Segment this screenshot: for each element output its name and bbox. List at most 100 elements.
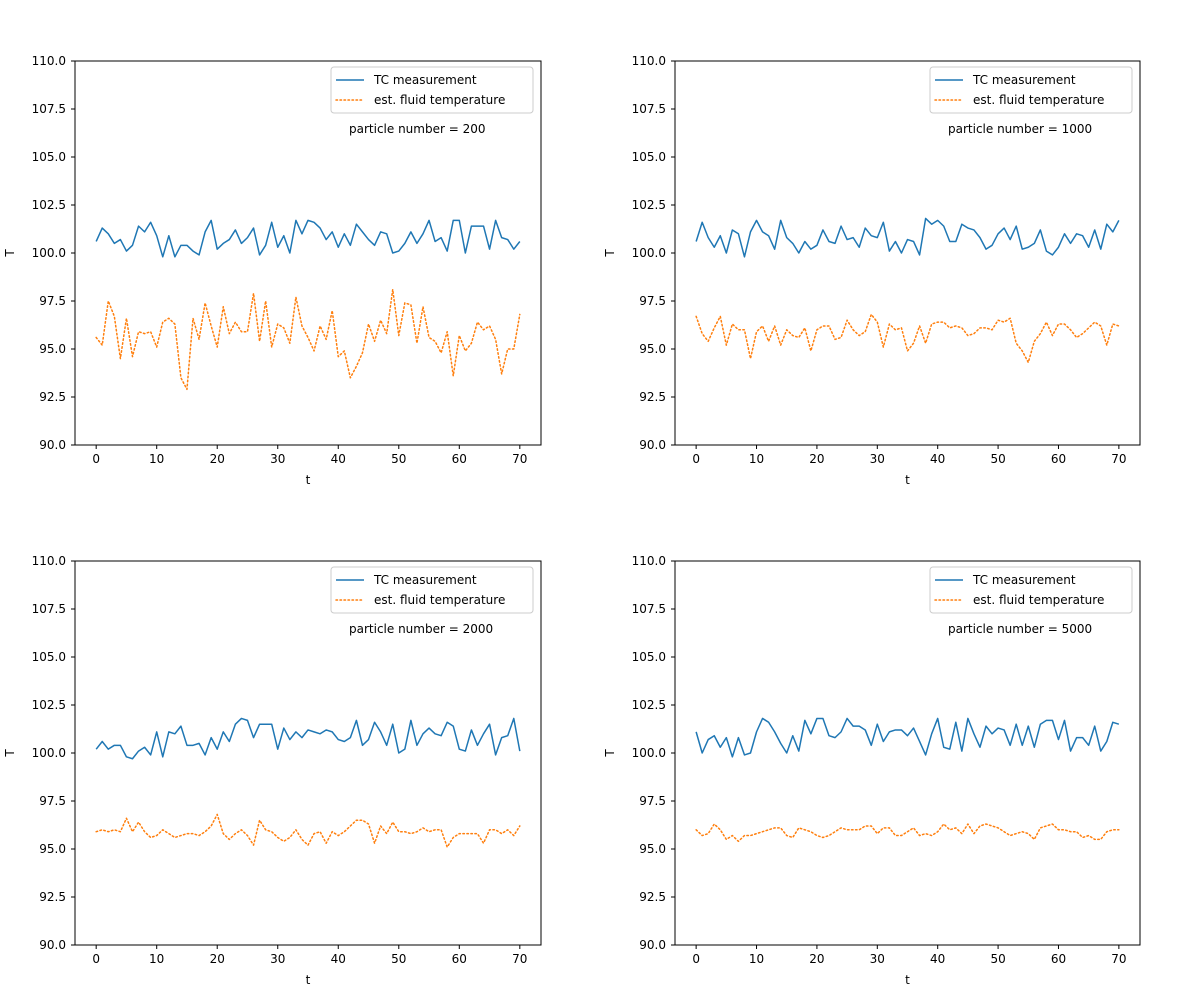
x-axis-label: t [905,473,910,487]
x-axis-label: t [306,973,311,987]
y-tick-label: 100.0 [32,746,66,760]
x-tick-label: 10 [749,452,764,466]
y-tick-label: 97.5 [639,794,666,808]
x-tick-label: 40 [331,452,346,466]
tc-measurement-line [695,217,1120,258]
y-tick-label: 95.0 [39,342,66,356]
legend-box [330,566,534,614]
y-tick-label: 90.0 [639,438,666,452]
y-tick-label: 90.0 [39,938,66,952]
x-tick-label: 70 [1111,952,1126,966]
x-tick-label: 50 [391,952,406,966]
legend-label-tc: TC measurement [972,573,1076,587]
y-tick-label: 95.0 [639,842,666,856]
x-tick-label: 30 [270,452,285,466]
tc-measurement-line [695,717,1120,758]
legend-box [330,66,534,114]
x-tick-label: 40 [930,452,945,466]
y-tick-label: 105.0 [32,150,66,164]
x-tick-label: 60 [1051,452,1066,466]
chart-panel-1: 0 10 20 30 40 50 60 70 90.0 92.5 95.0 97.5 100.0 102.… [3,54,542,487]
x-tick-label: 60 [452,952,467,966]
y-tick-label: 95.0 [39,842,66,856]
x-tick-label: 50 [990,952,1005,966]
legend-box [929,66,1133,114]
particle-number-annotation: particle number = 2000 [349,622,493,636]
legend-label-tc: TC measurement [373,73,477,87]
chart-panel-3: 0 10 20 30 40 50 60 70 90.0 92.5 95.0 97.5 100.0 102.… [3,554,542,987]
x-tick-label: 70 [512,952,527,966]
y-tick-label: 110.0 [32,54,66,68]
legend-label-fluid: est. fluid temperature [973,93,1104,107]
legend-label-fluid: est. fluid temperature [374,593,505,607]
particle-number-annotation: particle number = 5000 [948,622,1092,636]
y-tick-label: 110.0 [32,554,66,568]
y-tick-label: 105.0 [32,650,66,664]
y-tick-label: 95.0 [639,342,666,356]
x-tick-label: 20 [210,452,225,466]
tc-measurement-line [95,717,521,760]
x-tick-label: 30 [270,952,285,966]
y-tick-label: 92.5 [639,390,666,404]
y-tick-label: 105.0 [632,150,666,164]
legend-label-fluid: est. fluid temperature [973,593,1104,607]
y-tick-label: 102.5 [632,698,666,712]
x-tick-label: 30 [870,452,885,466]
y-tick-label: 100.0 [32,246,66,260]
y-tick-label: 100.0 [632,246,666,260]
axes-frame [74,560,542,946]
y-tick-label: 90.0 [39,438,66,452]
legend-box [929,566,1133,614]
x-tick-label: 0 [92,952,100,966]
y-tick-label: 102.5 [632,198,666,212]
particle-number-annotation: particle number = 200 [349,122,486,136]
x-tick-label: 0 [692,952,700,966]
x-tick-label: 50 [990,452,1005,466]
y-axis-label: T [3,249,17,258]
x-tick-label: 40 [331,952,346,966]
y-tick-label: 97.5 [39,294,66,308]
x-tick-label: 0 [92,452,100,466]
legend-label-tc: TC measurement [972,73,1076,87]
tc-measurement-line [95,219,521,258]
x-tick-label: 30 [870,952,885,966]
y-tick-label: 105.0 [632,650,666,664]
legend-label-fluid: est. fluid temperature [374,93,505,107]
x-axis-label: t [306,473,311,487]
y-tick-label: 102.5 [32,698,66,712]
y-tick-label: 97.5 [39,794,66,808]
x-tick-label: 40 [930,952,945,966]
legend-label-tc: TC measurement [373,573,477,587]
chart-panel-4: 0 10 20 30 40 50 60 70 90.0 92.5 95.0 97.5 100.0 102.… [603,554,1141,987]
y-tick-label: 102.5 [32,198,66,212]
legend: TC measurement est. fluid temperature [929,566,1133,614]
x-tick-label: 50 [391,452,406,466]
y-tick-label: 92.5 [639,890,666,904]
axes-frame [674,560,1141,946]
y-tick-label: 92.5 [39,390,66,404]
particle-number-annotation: particle number = 1000 [948,122,1092,136]
y-axis-label: T [603,749,617,758]
y-tick-label: 90.0 [639,938,666,952]
y-tick-label: 110.0 [632,554,666,568]
legend: TC measurement est. fluid temperature [929,66,1133,114]
y-tick-label: 110.0 [632,54,666,68]
fluid-temperature-line [695,823,1120,843]
y-tick-label: 100.0 [632,746,666,760]
axes-frame [74,60,542,446]
x-axis-label: t [905,973,910,987]
y-tick-label: 107.5 [32,102,66,116]
y-tick-label: 107.5 [632,102,666,116]
x-tick-label: 60 [1051,952,1066,966]
legend: TC measurement est. fluid temperature [330,66,534,114]
y-tick-label: 107.5 [32,602,66,616]
x-tick-label: 20 [210,952,225,966]
x-tick-label: 10 [149,452,164,466]
y-axis-label: T [603,249,617,258]
x-tick-label: 20 [809,452,824,466]
x-tick-label: 70 [1111,452,1126,466]
legend: TC measurement est. fluid temperature [330,566,534,614]
y-tick-label: 107.5 [632,602,666,616]
chart-panel-2: 0 10 20 30 40 50 60 70 90.0 92.5 95.0 97.5 100.0 102.… [603,54,1141,487]
